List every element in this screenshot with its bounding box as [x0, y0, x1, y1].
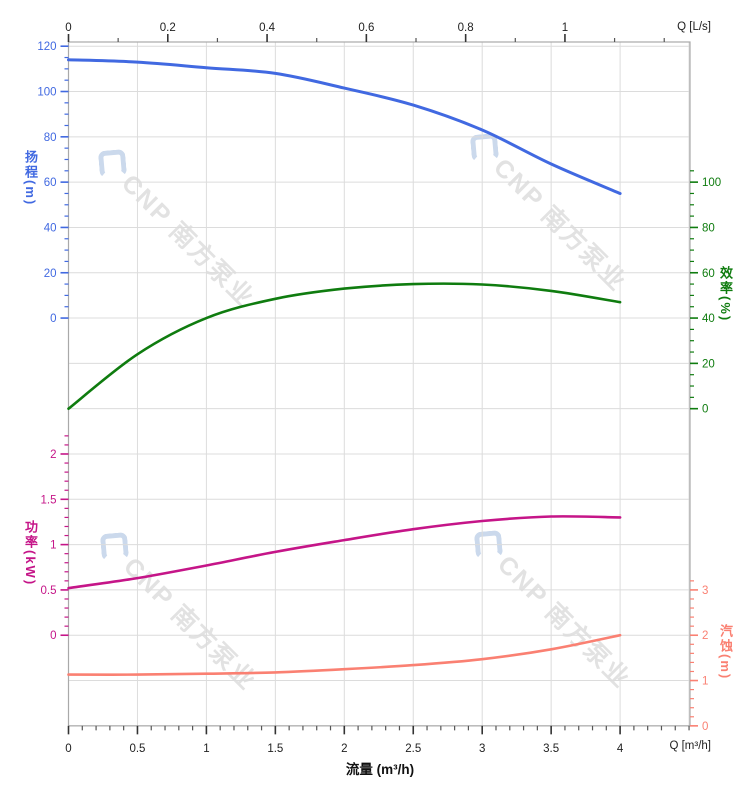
bottom-axis: 0 0.5 1 1.5 2 2.5 3 3.5 4 [65, 725, 690, 755]
svg-text:3: 3 [479, 743, 485, 755]
efficiency-curve [67, 282, 622, 410]
svg-text:2.5: 2.5 [405, 743, 421, 755]
svg-text:60: 60 [44, 177, 57, 189]
npsh-axis: 0 1 2 3 [690, 580, 708, 733]
svg-text:0.8: 0.8 [458, 22, 474, 34]
svg-text:20: 20 [702, 358, 715, 370]
svg-text:1: 1 [203, 743, 209, 755]
npsh-axis-title: 汽蚀(m) [718, 624, 733, 681]
power-curve [67, 515, 622, 590]
svg-text:0: 0 [50, 313, 56, 325]
svg-text:80: 80 [702, 222, 715, 234]
svg-text:0: 0 [702, 404, 708, 416]
svg-text:40: 40 [44, 222, 57, 234]
npsh-curve [67, 633, 622, 676]
eff-axis: 0 20 40 60 80 100 [690, 170, 721, 416]
svg-text:1: 1 [50, 540, 56, 552]
svg-text:2: 2 [702, 630, 708, 642]
power-axis-title: 功率(kW) [23, 520, 38, 587]
svg-text:0.2: 0.2 [160, 22, 176, 34]
svg-text:0.5: 0.5 [129, 743, 145, 755]
bottom-axis-title: 流量 (m³/h) [345, 762, 415, 777]
svg-text:0: 0 [65, 22, 71, 34]
svg-text:100: 100 [702, 177, 721, 189]
svg-text:3.5: 3.5 [543, 743, 559, 755]
svg-text:3: 3 [702, 585, 708, 597]
head-curve [67, 58, 622, 195]
plot-border [67, 41, 691, 727]
svg-text:2: 2 [341, 743, 347, 755]
svg-text:0: 0 [65, 743, 71, 755]
svg-text:40: 40 [702, 313, 715, 325]
svg-text:0.6: 0.6 [358, 22, 374, 34]
svg-text:100: 100 [37, 87, 56, 99]
svg-text:1.5: 1.5 [41, 494, 57, 506]
svg-text:0.4: 0.4 [259, 22, 276, 34]
svg-text:1: 1 [702, 676, 708, 688]
svg-text:20: 20 [44, 268, 57, 280]
svg-text:2: 2 [50, 449, 56, 461]
head-axis-title: 扬程(m) [23, 150, 38, 207]
bottom-axis-unit-label: Q [m³/h] [669, 740, 711, 752]
svg-text:0.5: 0.5 [41, 585, 57, 597]
power-axis: 0 0.5 1 1.5 2 [41, 435, 69, 642]
svg-text:1.5: 1.5 [267, 743, 283, 755]
svg-text:1: 1 [562, 22, 568, 34]
top-axis-unit-label: Q [L/s] [677, 21, 711, 33]
svg-text:0: 0 [50, 630, 56, 642]
svg-text:4: 4 [617, 743, 624, 755]
head-axis: 0 20 40 60 80 100 120 [37, 41, 69, 325]
svg-text:0: 0 [702, 721, 708, 733]
grid-lines [68, 42, 690, 727]
svg-text:80: 80 [44, 132, 57, 144]
efficiency-axis-title: 效率(%) [718, 266, 733, 323]
svg-text:120: 120 [37, 41, 56, 53]
svg-text:60: 60 [702, 268, 715, 280]
curves [67, 58, 622, 676]
top-axis: 0 0.2 0.4 0.6 0.8 1 [65, 22, 665, 42]
